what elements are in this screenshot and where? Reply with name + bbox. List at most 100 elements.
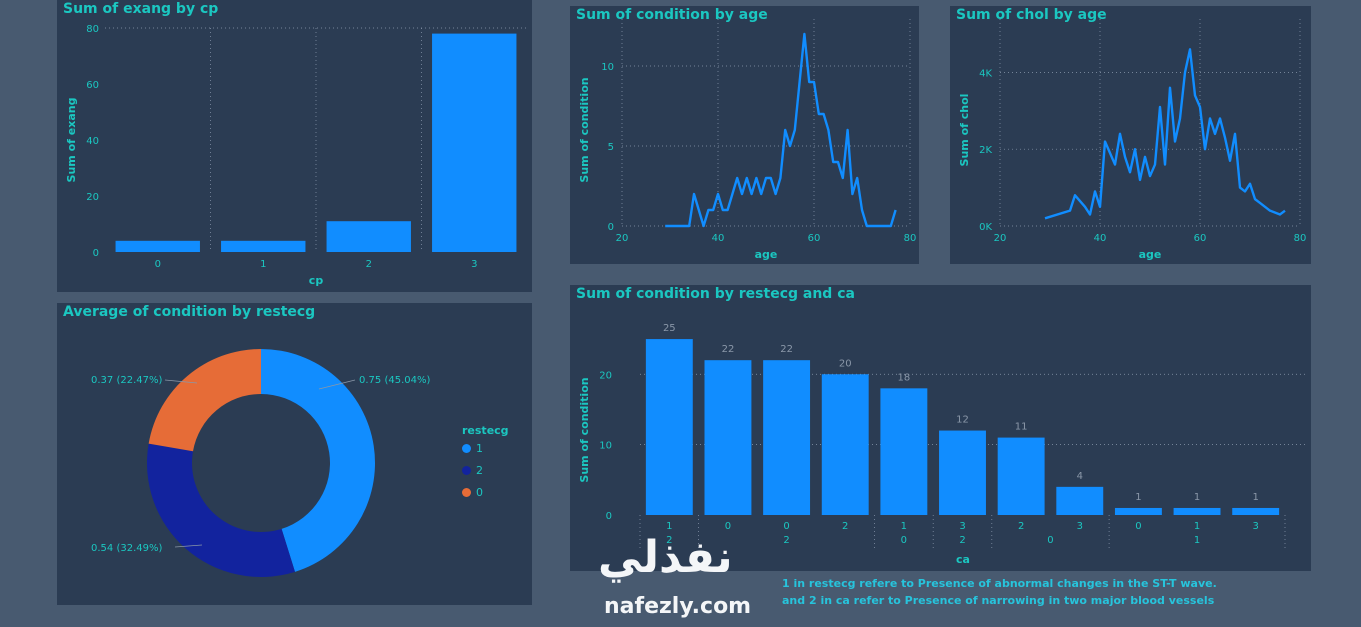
restca-bar — [880, 388, 928, 515]
restca-xlabel: ca — [956, 553, 970, 566]
restca-ca-tick: 2 — [842, 521, 848, 532]
restca-data-label: 11 — [1015, 422, 1028, 433]
restca-data-label: 1 — [1252, 492, 1258, 503]
legend-item-1[interactable]: 1 — [462, 442, 483, 455]
restca-data-label: 12 — [956, 415, 969, 426]
restca-data-label: 1 — [1135, 492, 1141, 503]
exang-panel: Sum of exang by cp 0 20 40 60 80 0 1 2 3 cp Sum of… — [57, 0, 532, 292]
legend-dot-0 — [462, 488, 471, 497]
restca-bar — [997, 437, 1045, 515]
exang-ytick: 0 — [93, 248, 99, 259]
legend-dot-1 — [462, 444, 471, 453]
restca-data-label: 1 — [1194, 492, 1200, 503]
restecg-legend-title: restecg — [462, 424, 509, 437]
exang-xtick: 1 — [260, 259, 266, 270]
condage-series-line — [665, 32, 897, 228]
restecg-donut-chart: 0.75 (45.04%) 0.54 (32.49%) 0.37 (22.47%) — [91, 349, 430, 577]
watermark-arabic-logo: نفذلي — [598, 532, 733, 583]
restca-restecg-tick: 0 — [901, 535, 907, 546]
restca-ca-tick: 3 — [1252, 521, 1258, 532]
donut-leader-2 — [174, 544, 203, 548]
restca-bar — [939, 430, 986, 515]
condage-chart: 0 5 10 20 40 60 80 age Sum of condition — [578, 19, 917, 261]
cholage-xtick: 40 — [1094, 233, 1107, 244]
exang-title: Sum of exang by cp — [63, 1, 219, 17]
restca-data-label: 25 — [663, 323, 676, 334]
restca-ca-tick: 3 — [1077, 521, 1083, 532]
watermark-site-name: nafezly.com — [604, 594, 752, 619]
cholage-chart: 0K 2K 4K 20 40 60 80 age Sum of chol — [958, 19, 1306, 261]
donut-label-2: 0.54 (32.49%) — [91, 543, 162, 554]
exang-xtick: 2 — [366, 259, 372, 270]
condage-ytick: 5 — [608, 142, 614, 153]
restca-data-label: 22 — [722, 344, 735, 355]
restca-bar — [763, 360, 811, 515]
restca-ytick: 10 — [599, 441, 612, 452]
restecg-title: Average of condition by restecg — [63, 304, 316, 320]
restecg-panel: Average of condition by restecg 0.75 (45… — [57, 303, 532, 605]
exang-chart: 0 20 40 60 80 0 1 2 3 cp Sum of exang — [65, 24, 527, 287]
note-ca: and 2 in ca refer to Presence of narrowi… — [782, 594, 1215, 607]
restca-ca-tick: 0 — [1135, 521, 1141, 532]
donut-slice-1 — [261, 349, 376, 572]
legend-label-1: 1 — [476, 442, 483, 455]
restca-ca-tick: 0 — [725, 521, 731, 532]
restca-restecg-tick: 2 — [959, 535, 965, 546]
cholage-ylabel: Sum of chol — [958, 94, 971, 167]
restca-bar — [821, 374, 869, 515]
restca-restecg-tick: 2 — [783, 535, 789, 546]
cholage-ytick: 0K — [979, 222, 992, 233]
restca-ca-tick: 1 — [1194, 521, 1200, 532]
restca-bar — [704, 360, 752, 515]
exang-xtick: 0 — [155, 259, 161, 270]
donut-leader-0 — [164, 379, 198, 384]
exang-ytick: 80 — [86, 24, 99, 35]
cholage-xlabel: age — [1139, 248, 1162, 261]
legend-label-2: 2 — [476, 464, 483, 477]
restca-restecg-tick: 2 — [666, 535, 672, 546]
legend-dot-2 — [462, 466, 471, 475]
restca-ca-tick: 0 — [783, 521, 789, 532]
restca-data-label: 22 — [780, 344, 793, 355]
legend-item-2[interactable]: 2 — [462, 464, 483, 477]
donut-slice-2 — [147, 443, 295, 577]
exang-xtick: 3 — [471, 259, 477, 270]
cholage-title: Sum of chol by age — [956, 7, 1107, 23]
restca-bar — [645, 339, 693, 515]
condage-title: Sum of condition by age — [576, 7, 768, 23]
legend-label-0: 0 — [476, 486, 483, 499]
condage-ytick: 10 — [601, 62, 614, 73]
restca-bar — [1173, 507, 1221, 515]
condage-panel: Sum of condition by age 0 5 10 20 40 60 80 age S… — [570, 6, 919, 264]
restca-ca-tick: 1 — [901, 521, 907, 532]
condage-xtick: 20 — [616, 233, 629, 244]
cholage-xtick: 60 — [1194, 233, 1207, 244]
restca-ylabel: Sum of condition — [578, 377, 591, 482]
exang-ytick: 60 — [86, 80, 99, 91]
exang-ytick: 20 — [86, 192, 99, 203]
legend-item-0[interactable]: 0 — [462, 486, 483, 499]
condage-xlabel: age — [755, 248, 778, 261]
condage-ylabel: Sum of condition — [578, 77, 591, 182]
cholage-series-line — [1044, 48, 1286, 220]
restca-panel: Sum of condition by restecg and ca 0 10 20… — [570, 285, 1311, 571]
note-restecg: 1 in restecg refere to Presence of abnor… — [782, 577, 1217, 590]
restca-bar — [1232, 507, 1280, 515]
exang-ylabel: Sum of exang — [65, 98, 78, 183]
condage-ytick: 0 — [608, 222, 614, 233]
restca-bar — [1114, 507, 1162, 515]
restca-bar — [1056, 486, 1104, 515]
restca-restecg-tick: 1 — [1194, 535, 1200, 546]
exang-bar — [432, 33, 517, 252]
cholage-panel: Sum of chol by age 0K 2K 4K 20 40 60 80 age Sum … — [950, 6, 1311, 264]
restca-ca-tick: 3 — [959, 521, 965, 532]
condage-xtick: 80 — [904, 233, 917, 244]
restca-ca-tick: 1 — [666, 521, 672, 532]
cholage-ytick: 2K — [979, 145, 992, 156]
restca-title: Sum of condition by restecg and ca — [576, 286, 855, 302]
restca-ytick: 0 — [606, 511, 612, 522]
exang-xlabel: cp — [309, 274, 324, 287]
cholage-ytick: 4K — [979, 68, 992, 79]
donut-slice-0 — [148, 349, 261, 452]
